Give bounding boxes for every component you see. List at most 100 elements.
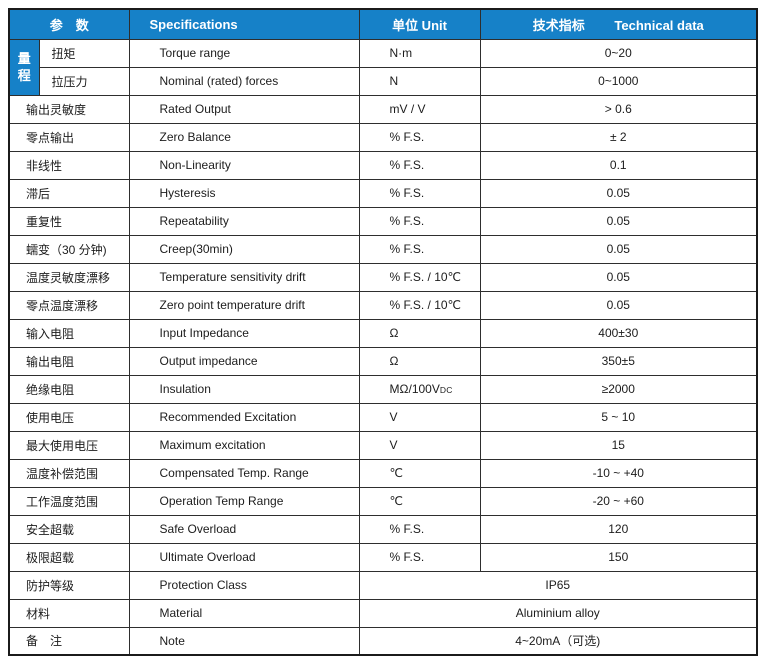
param-cell: 安全超载 xyxy=(8,514,130,544)
column-header-param: 参 数 xyxy=(8,8,130,40)
param-cell: 零点输出 xyxy=(8,122,130,152)
spec-cell: Rated Output xyxy=(128,94,360,124)
table-row: 零点温度漂移 Zero point temperature drift% F.S.… xyxy=(8,290,758,320)
spec-table: 参 数 Specifications 单位 Unit 技术指标 Technica… xyxy=(8,8,759,656)
param-cell: 蠕变（30 分钟) xyxy=(8,234,130,264)
unit-cell: % F.S. xyxy=(358,206,481,236)
table-row: 绝缘电阻 Insulation MΩ/100VDC ≥2000 xyxy=(8,374,758,404)
value-cell: ≥2000 xyxy=(479,374,758,404)
table-row: 材料 Material Aluminium alloy xyxy=(8,598,758,628)
unit-cell: % F.S. xyxy=(358,178,481,208)
unit-cell: N xyxy=(358,66,481,96)
param-cell: 极限超载 xyxy=(8,542,130,572)
spec-cell: Creep(30min) xyxy=(128,234,360,264)
table-row: 滞后 Hysteresis% F.S. 0.05 xyxy=(8,178,758,208)
header-row: 参 数 Specifications 单位 Unit 技术指标 Technica… xyxy=(8,8,758,40)
param-cell: 工作温度范围 xyxy=(8,486,130,516)
column-header-technical-data-cn: 技术指标 xyxy=(532,17,585,33)
spec-cell: Compensated Temp. Range xyxy=(128,458,360,488)
unit-cell: % F.S. xyxy=(358,150,481,180)
value-cell: 350±5 xyxy=(479,346,758,376)
table-row: 备 注 Note 4~20mA（可选) xyxy=(8,626,758,656)
value-cell: 0~1000 xyxy=(479,66,758,96)
range-group-label: 量程 xyxy=(8,38,40,96)
param-cell: 重复性 xyxy=(8,206,130,236)
value-cell: 0.1 xyxy=(479,150,758,180)
spec-cell: Note xyxy=(128,626,360,656)
param-cell: 最大使用电压 xyxy=(8,430,130,460)
spec-cell: Repeatability xyxy=(128,206,360,236)
unit-cell: V xyxy=(358,402,481,432)
param-cell: 温度补偿范围 xyxy=(8,458,130,488)
column-header-specifications: Specifications xyxy=(128,8,360,40)
value-cell: 15 xyxy=(479,430,758,460)
param-cell: 绝缘电阻 xyxy=(8,374,130,404)
unit-cell: ℃ xyxy=(358,486,481,516)
param-cell: 输出灵敏度 xyxy=(8,94,130,124)
param-cell: 备 注 xyxy=(8,626,130,656)
table-row: 重复性 Repeatability% F.S. 0.05 xyxy=(8,206,758,236)
param-cell: 输出电阻 xyxy=(8,346,130,376)
unit-cell: Ω xyxy=(358,346,481,376)
spec-table-body: 量程扭矩 Torque range N·m 0~20 拉压力 Nominal (rated… xyxy=(8,38,758,656)
spec-cell: Nominal (rated) forces xyxy=(128,66,360,96)
spec-cell: Recommended Excitation xyxy=(128,402,360,432)
value-cell: Aluminium alloy xyxy=(358,598,758,628)
param-cell: 使用电压 xyxy=(8,402,130,432)
param-cell: 零点温度漂移 xyxy=(8,290,130,320)
unit-cell: mV / V xyxy=(358,94,481,124)
spec-cell: Operation Temp Range xyxy=(128,486,360,516)
value-cell: ± 2 xyxy=(479,122,758,152)
value-cell: > 0.6 xyxy=(479,94,758,124)
table-row: 工作温度范围 Operation Temp Range ℃ -20 ~ +60 xyxy=(8,486,758,516)
column-header-technical-data-en: Technical data xyxy=(614,17,704,33)
spec-cell: Torque range xyxy=(128,38,360,68)
param-cell: 温度灵敏度漂移 xyxy=(8,262,130,292)
unit-cell: % F.S. xyxy=(358,234,481,264)
value-cell: 400±30 xyxy=(479,318,758,348)
param-cell: 材料 xyxy=(8,598,130,628)
param-cell: 拉压力 xyxy=(38,66,130,96)
table-row: 输出电阻 Output impedance Ω 350±5 xyxy=(8,346,758,376)
value-cell: IP65 xyxy=(358,570,758,600)
value-cell: -20 ~ +60 xyxy=(479,486,758,516)
table-row: 输出灵敏度 Rated Output mV / V > 0.6 xyxy=(8,94,758,124)
value-cell: 120 xyxy=(479,514,758,544)
value-cell: 0~20 xyxy=(479,38,758,68)
unit-cell: V xyxy=(358,430,481,460)
value-cell: 0.05 xyxy=(479,234,758,264)
table-row: 量程扭矩 Torque range N·m 0~20 xyxy=(8,38,758,96)
table-row: 使用电压 Recommended Excitation V 5 ~ 10 xyxy=(8,402,758,432)
value-cell: 0.05 xyxy=(479,290,758,320)
table-row: 拉压力 Nominal (rated) forces N 0~1000 xyxy=(9,66,758,96)
unit-cell: MΩ/100VDC xyxy=(358,374,481,404)
table-row: 零点输出 Zero Balance% F.S. ± 2 xyxy=(8,122,758,152)
unit-cell: Ω xyxy=(358,318,481,348)
table-row: 最大使用电压 Maximum excitation V 15 xyxy=(8,430,758,460)
value-cell: 0.05 xyxy=(479,178,758,208)
spec-cell: Ultimate Overload xyxy=(128,542,360,572)
spec-cell: Protection Class xyxy=(128,570,360,600)
spec-cell: Temperature sensitivity drift xyxy=(128,262,360,292)
unit-cell: % F.S. / 10℃ xyxy=(358,262,481,292)
table-row: 蠕变（30 分钟) Creep(30min)% F.S. 0.05 xyxy=(8,234,758,264)
unit-cell: N·m xyxy=(358,38,481,68)
table-row: 极限超载 Ultimate Overload% F.S. 150 xyxy=(8,542,758,572)
spec-cell: Zero point temperature drift xyxy=(128,290,360,320)
table-row: 非线性 Non-Linearity% F.S. 0.1 xyxy=(8,150,758,180)
param-cell: 输入电阻 xyxy=(8,318,130,348)
table-row: 温度灵敏度漂移 Temperature sensitivity drift% F.… xyxy=(8,262,758,292)
table-row: 安全超载 Safe Overload% F.S. 120 xyxy=(8,514,758,544)
spec-cell: Maximum excitation xyxy=(128,430,360,460)
datasheet-page: 参 数 Specifications 单位 Unit 技术指标 Technica… xyxy=(8,8,759,656)
unit-cell: % F.S. xyxy=(358,122,481,152)
spec-cell: Insulation xyxy=(128,374,360,404)
value-cell: 4~20mA（可选) xyxy=(358,626,758,656)
param-cell: 扭矩 xyxy=(38,38,130,68)
spec-cell: Zero Balance xyxy=(128,122,360,152)
table-row: 防护等级 Protection Class IP65 xyxy=(8,570,758,600)
table-row: 输入电阻 Input Impedance Ω 400±30 xyxy=(8,318,758,348)
spec-cell: Safe Overload xyxy=(128,514,360,544)
spec-cell: Hysteresis xyxy=(128,178,360,208)
unit-cell: % F.S. xyxy=(358,542,481,572)
